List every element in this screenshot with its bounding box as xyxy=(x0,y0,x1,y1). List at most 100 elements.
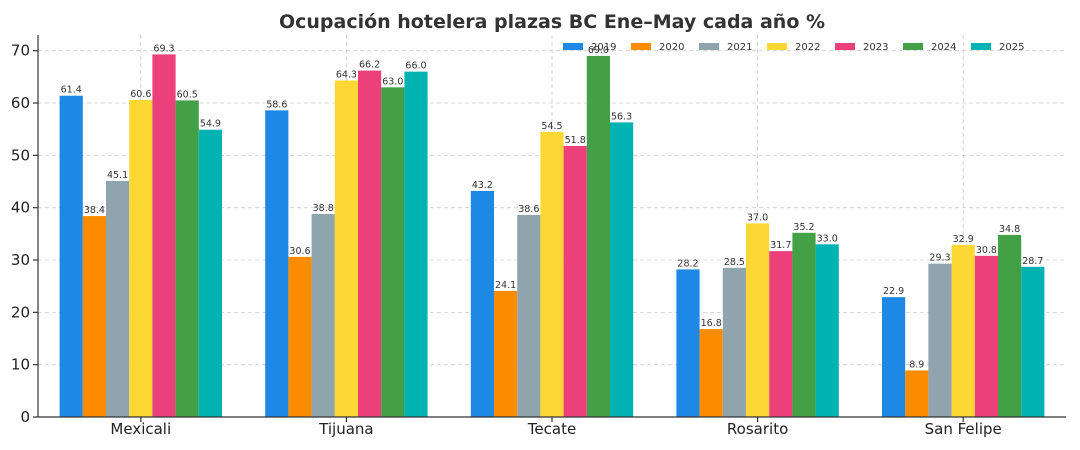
data-label: 54.9 xyxy=(200,119,221,130)
bar-2024-tecate xyxy=(586,55,610,417)
data-label: 56.3 xyxy=(611,111,632,122)
data-label: 28.5 xyxy=(724,257,745,268)
data-label: 64.3 xyxy=(336,70,357,81)
bar-2022-tecate xyxy=(540,131,564,417)
y-tick-label: 10 xyxy=(11,356,30,374)
bar-2019-tecate xyxy=(470,190,494,417)
bar-2019-san-felipe xyxy=(882,297,906,417)
bar-2023-tijuana xyxy=(358,70,382,418)
data-label: 66.2 xyxy=(359,60,380,71)
data-label: 69.0 xyxy=(588,45,609,56)
bar-2019-tijuana xyxy=(265,110,289,417)
y-tick-label: 30 xyxy=(11,251,30,269)
y-tick-label: 20 xyxy=(11,303,30,321)
bar-2020-tecate xyxy=(494,290,518,417)
bar-2021-tecate xyxy=(517,215,541,417)
data-label: 37.0 xyxy=(747,212,768,223)
bar-2024-san-felipe xyxy=(998,234,1022,417)
bar-2025-rosarito xyxy=(815,244,839,417)
data-label: 38.6 xyxy=(518,204,539,215)
bar-2025-mexicali xyxy=(198,129,222,417)
bar-2021-rosarito xyxy=(722,267,746,417)
bar-2019-rosarito xyxy=(676,269,700,417)
bar-2021-san-felipe xyxy=(928,263,952,417)
legend: 2019 2020 2021 2022 2023 2024 2025 xyxy=(563,42,1024,53)
legend-swatch-2023 xyxy=(835,43,855,50)
data-label: 69.3 xyxy=(153,43,174,54)
legend-label-2024: 2024 xyxy=(931,42,956,53)
data-label: 30.6 xyxy=(289,246,310,257)
bar-2025-tijuana xyxy=(404,71,428,418)
data-label: 60.5 xyxy=(177,89,198,100)
bar-2023-rosarito xyxy=(769,251,793,417)
bar-2019-mexicali xyxy=(59,95,83,418)
data-label: 32.9 xyxy=(953,234,974,245)
bar-2020-rosarito xyxy=(699,329,723,417)
data-label: 22.9 xyxy=(883,286,904,297)
bar-2020-tijuana xyxy=(288,256,312,417)
x-tick-label: Mexicali xyxy=(110,420,171,438)
x-tick-label: Tecate xyxy=(527,420,576,438)
bar-2021-tijuana xyxy=(311,213,335,417)
data-label: 30.8 xyxy=(976,245,997,256)
legend-label-2019: 2019 xyxy=(591,42,616,53)
bar-2022-tijuana xyxy=(334,80,358,417)
bar-2023-mexicali xyxy=(152,54,176,418)
x-tick-label: Rosarito xyxy=(727,420,788,438)
data-label: 24.1 xyxy=(495,280,516,291)
data-labels: 61.4 58.6 43.2 28.2 22.9 38.4 30.6 24.1 16.8 8.9 4… xyxy=(61,43,1044,370)
y-tick-label: 50 xyxy=(11,146,30,164)
legend-label-2020: 2020 xyxy=(659,42,684,53)
data-label: 16.8 xyxy=(701,318,722,329)
y-tick-label: 60 xyxy=(11,94,30,112)
data-label: 63.0 xyxy=(382,76,403,87)
data-label: 51.8 xyxy=(565,135,586,146)
data-label: 38.8 xyxy=(313,203,334,214)
data-label: 38.4 xyxy=(84,205,105,216)
legend-swatch-2021 xyxy=(699,43,719,50)
data-label: 35.2 xyxy=(793,222,814,233)
data-label: 28.2 xyxy=(677,258,698,269)
data-label: 29.3 xyxy=(929,253,950,264)
legend-label-2021: 2021 xyxy=(727,42,752,53)
data-label: 45.1 xyxy=(107,170,128,181)
data-label: 58.6 xyxy=(266,99,287,110)
bar-2023-tecate xyxy=(563,145,587,417)
bar-2022-rosarito xyxy=(746,223,770,417)
legend-label-2025: 2025 xyxy=(999,42,1024,53)
bar-2021-mexicali xyxy=(106,180,130,417)
bar-2020-mexicali xyxy=(82,216,106,417)
legend-label-2023: 2023 xyxy=(863,42,888,53)
data-label: 31.7 xyxy=(770,240,791,251)
bar-2024-mexicali xyxy=(175,100,199,418)
legend-swatch-2020 xyxy=(631,43,651,50)
data-label: 8.9 xyxy=(909,359,924,370)
legend-swatch-2022 xyxy=(767,43,787,50)
legend-swatch-2024 xyxy=(903,43,923,50)
y-tick-label: 70 xyxy=(11,42,30,60)
bar-2024-tijuana xyxy=(381,87,405,417)
data-label: 60.6 xyxy=(130,89,151,100)
bar-2025-tecate xyxy=(610,122,634,417)
data-label: 43.2 xyxy=(472,180,493,191)
axes: 0 10 20 30 40 50 60 70 Mexicali Tijuana Tecate Rosa… xyxy=(11,35,1066,438)
x-tick-label: San Felipe xyxy=(925,420,1002,438)
bar-2025-san-felipe xyxy=(1021,266,1045,417)
y-tick-label: 0 xyxy=(20,408,30,426)
bar-2020-san-felipe xyxy=(905,370,929,417)
x-tick-label: Tijuana xyxy=(318,420,373,438)
data-label: 61.4 xyxy=(61,85,82,96)
bar-2022-san-felipe xyxy=(951,244,975,417)
data-label: 66.0 xyxy=(405,61,426,72)
data-label: 54.5 xyxy=(541,121,562,132)
data-label: 33.0 xyxy=(817,233,838,244)
data-label: 34.8 xyxy=(999,224,1020,235)
bar-2024-rosarito xyxy=(792,232,816,417)
data-label: 28.7 xyxy=(1022,256,1043,267)
legend-label-2022: 2022 xyxy=(795,42,820,53)
bar-2023-san-felipe xyxy=(974,255,998,417)
legend-swatch-2019 xyxy=(563,43,583,50)
y-tick-label: 40 xyxy=(11,199,30,217)
legend-swatch-2025 xyxy=(971,43,991,50)
